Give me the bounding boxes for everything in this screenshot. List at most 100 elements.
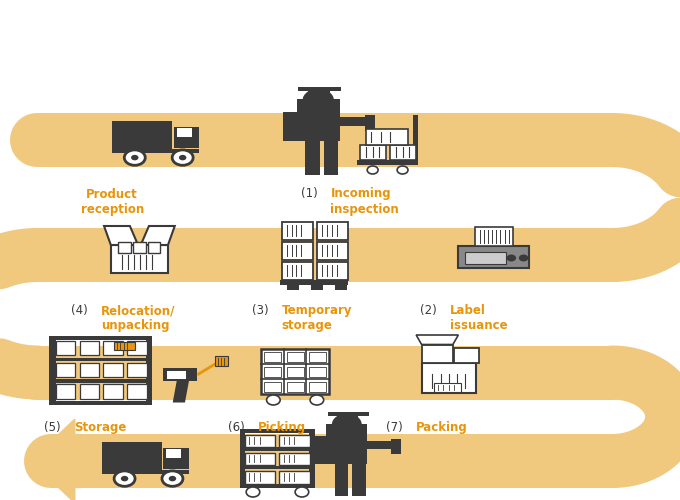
Circle shape (397, 166, 408, 174)
Text: (6): (6) (228, 421, 248, 434)
FancyBboxPatch shape (56, 341, 75, 355)
FancyBboxPatch shape (240, 466, 315, 469)
Polygon shape (141, 226, 175, 245)
FancyBboxPatch shape (102, 442, 162, 472)
Circle shape (169, 476, 176, 482)
Text: Storage: Storage (74, 421, 126, 434)
Circle shape (121, 476, 129, 482)
FancyBboxPatch shape (264, 382, 281, 392)
FancyBboxPatch shape (56, 384, 75, 398)
Polygon shape (173, 380, 189, 402)
Text: Temporary
storage: Temporary storage (282, 304, 352, 332)
FancyBboxPatch shape (146, 338, 152, 402)
FancyBboxPatch shape (335, 464, 348, 496)
FancyBboxPatch shape (475, 227, 513, 246)
FancyBboxPatch shape (114, 342, 135, 350)
FancyBboxPatch shape (80, 362, 99, 377)
FancyBboxPatch shape (261, 349, 329, 394)
FancyBboxPatch shape (282, 262, 313, 280)
FancyBboxPatch shape (56, 362, 75, 377)
Text: (3): (3) (252, 304, 272, 317)
Circle shape (303, 89, 334, 112)
FancyBboxPatch shape (390, 145, 416, 160)
FancyBboxPatch shape (309, 382, 326, 392)
Text: Packing: Packing (416, 421, 468, 434)
Circle shape (367, 166, 378, 174)
Polygon shape (416, 335, 458, 344)
Circle shape (246, 487, 260, 497)
Circle shape (267, 395, 280, 405)
FancyBboxPatch shape (422, 344, 453, 362)
FancyBboxPatch shape (264, 366, 281, 376)
FancyBboxPatch shape (127, 362, 147, 377)
Text: (2): (2) (420, 304, 441, 317)
FancyBboxPatch shape (309, 352, 326, 362)
FancyBboxPatch shape (167, 370, 186, 378)
FancyBboxPatch shape (127, 341, 147, 355)
FancyBboxPatch shape (112, 149, 199, 153)
FancyBboxPatch shape (167, 449, 182, 458)
Circle shape (172, 150, 193, 166)
FancyBboxPatch shape (279, 453, 310, 465)
FancyBboxPatch shape (240, 431, 245, 486)
FancyBboxPatch shape (352, 464, 366, 496)
Text: Product
reception: Product reception (80, 188, 144, 216)
FancyBboxPatch shape (279, 471, 310, 484)
FancyBboxPatch shape (458, 246, 529, 268)
FancyArrow shape (31, 419, 82, 500)
FancyBboxPatch shape (282, 242, 313, 260)
FancyBboxPatch shape (215, 356, 228, 366)
FancyBboxPatch shape (264, 352, 281, 362)
FancyBboxPatch shape (286, 366, 304, 376)
Circle shape (162, 471, 183, 486)
FancyBboxPatch shape (317, 262, 348, 280)
FancyBboxPatch shape (103, 362, 123, 377)
FancyBboxPatch shape (299, 86, 341, 91)
FancyBboxPatch shape (163, 368, 197, 380)
FancyBboxPatch shape (283, 112, 299, 141)
FancyBboxPatch shape (364, 115, 375, 131)
Text: Label
issuance: Label issuance (450, 304, 508, 332)
FancyBboxPatch shape (313, 436, 328, 464)
FancyBboxPatch shape (148, 242, 160, 252)
FancyBboxPatch shape (311, 284, 323, 290)
FancyBboxPatch shape (422, 362, 476, 392)
FancyBboxPatch shape (391, 438, 401, 454)
FancyBboxPatch shape (80, 341, 99, 355)
FancyBboxPatch shape (103, 341, 123, 355)
Text: (1): (1) (301, 188, 321, 200)
FancyBboxPatch shape (240, 448, 315, 451)
Polygon shape (104, 226, 138, 245)
FancyBboxPatch shape (335, 284, 347, 290)
FancyBboxPatch shape (337, 414, 358, 420)
Circle shape (114, 471, 135, 486)
FancyBboxPatch shape (309, 366, 326, 376)
Circle shape (332, 414, 362, 436)
FancyBboxPatch shape (308, 90, 330, 95)
Circle shape (507, 254, 516, 262)
Circle shape (310, 395, 324, 405)
FancyBboxPatch shape (434, 382, 461, 392)
FancyBboxPatch shape (367, 440, 394, 448)
FancyBboxPatch shape (413, 115, 418, 165)
FancyBboxPatch shape (326, 424, 367, 464)
FancyBboxPatch shape (328, 412, 369, 416)
FancyBboxPatch shape (465, 252, 506, 264)
FancyBboxPatch shape (245, 471, 275, 484)
FancyBboxPatch shape (133, 242, 146, 252)
FancyBboxPatch shape (127, 384, 147, 398)
FancyBboxPatch shape (324, 141, 338, 176)
FancyBboxPatch shape (240, 429, 315, 432)
FancyBboxPatch shape (317, 222, 348, 240)
FancyBboxPatch shape (340, 117, 369, 126)
FancyBboxPatch shape (49, 336, 152, 340)
FancyBboxPatch shape (173, 127, 199, 148)
Text: Relocation/
unpacking: Relocation/ unpacking (101, 304, 175, 332)
FancyBboxPatch shape (296, 99, 340, 141)
Text: (7): (7) (386, 421, 407, 434)
Text: (4): (4) (71, 304, 92, 317)
FancyBboxPatch shape (177, 128, 192, 136)
FancyBboxPatch shape (49, 380, 152, 383)
Circle shape (131, 155, 139, 160)
FancyBboxPatch shape (279, 434, 310, 447)
